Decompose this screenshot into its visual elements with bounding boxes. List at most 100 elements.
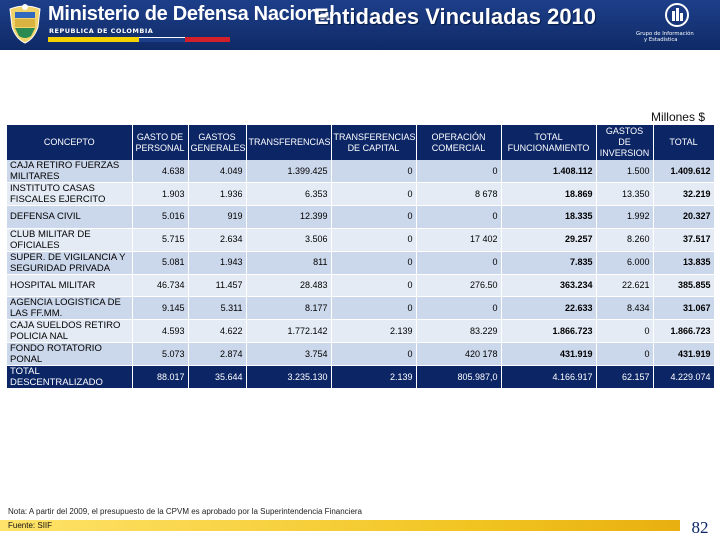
- budget-table-container: CONCEPTO GASTO DE PERSONAL GASTOS GENERALE…: [7, 125, 715, 413]
- table-cell: 13.835: [653, 251, 715, 275]
- table-cell: 1.408.112: [501, 160, 597, 183]
- row-concept: SUPER. DE VIGILANCIA Y SEGURIDAD PRIVADA: [7, 251, 133, 275]
- table-cell: 4.638: [132, 160, 189, 183]
- table-row: AGENCIA LOGISTICA DE LAS FF.MM. 9.145 5.31…: [7, 296, 715, 320]
- total-cell: 35.644: [188, 365, 247, 389]
- table-cell: 12.399: [246, 205, 332, 229]
- table-cell: 1.992: [596, 205, 654, 229]
- table-cell: 0: [331, 228, 417, 252]
- table-cell: 6.000: [596, 251, 654, 275]
- table-cell: 8.177: [246, 296, 332, 320]
- row-concept: HOSPITAL MILITAR: [7, 274, 133, 297]
- table-cell: 0: [331, 296, 417, 320]
- row-concept: CLUB MILITAR DE OFICIALES: [7, 228, 133, 252]
- column-header: TOTAL FUNCIONAMIENTO: [501, 125, 597, 160]
- table-cell: 1.399.425: [246, 160, 332, 183]
- units-label: Millones $: [650, 110, 705, 124]
- column-header: TOTAL: [653, 125, 715, 160]
- total-cell: 4.166.917: [501, 365, 597, 389]
- table-cell: 0: [331, 205, 417, 229]
- table-cell: 1.500: [596, 160, 654, 183]
- table-cell: 37.517: [653, 228, 715, 252]
- total-cell: 4.229.074: [653, 365, 715, 389]
- column-header: TRANSFERENCIAS: [246, 125, 332, 160]
- group-label-line2: y Estadística: [644, 37, 678, 43]
- table-cell: 8.260: [596, 228, 654, 252]
- column-header: CONCEPTO: [7, 125, 133, 160]
- page-number: 82: [691, 518, 709, 537]
- table-cell: 4.593: [132, 319, 189, 343]
- table-cell: 3.754: [246, 342, 332, 366]
- statistics-group-logo-icon: [665, 3, 689, 27]
- table-cell: 431.919: [653, 342, 715, 366]
- table-cell: 1.943: [188, 251, 247, 275]
- table-cell: 0: [416, 160, 502, 183]
- page-title: Entidades Vinculadas 2010: [313, 4, 597, 29]
- column-header: OPERACIÓN COMERCIAL: [416, 125, 502, 160]
- table-header-row: CONCEPTO GASTO DE PERSONAL GASTOS GENERALE…: [7, 125, 715, 160]
- table-row: CLUB MILITAR DE OFICIALES 5.715 2.634 3.506…: [7, 228, 715, 252]
- total-cell: 2.139: [331, 365, 417, 389]
- table-cell: 1.936: [188, 182, 247, 206]
- source-label: Fuente: SIIF: [8, 521, 53, 530]
- total-cell: 88.017: [132, 365, 189, 389]
- table-cell: 0: [596, 342, 654, 366]
- table-cell: 22.621: [596, 274, 654, 297]
- table-body: CAJA RETIRO FUERZAS MILITARES 4.638 4.049 1…: [7, 160, 715, 366]
- footnote: Nota: A partir del 2009, el presupuesto …: [8, 507, 362, 516]
- total-cell: 62.157: [596, 365, 654, 389]
- table-cell: 18.869: [501, 182, 597, 206]
- table-cell: 385.855: [653, 274, 715, 297]
- table-cell: 9.145: [132, 296, 189, 320]
- ministry-subtitle: REPUBLICA DE COLOMBIA: [49, 27, 154, 35]
- table-cell: 28.483: [246, 274, 332, 297]
- table-cell: 3.506: [246, 228, 332, 252]
- table-cell: 1.903: [132, 182, 189, 206]
- ministry-name: Ministerio de Defensa Nacional: [48, 3, 335, 25]
- table-cell: 6.353: [246, 182, 332, 206]
- table-cell: 8.434: [596, 296, 654, 320]
- table-cell: 18.335: [501, 205, 597, 229]
- table-cell: 7.835: [501, 251, 597, 275]
- table-cell: 32.219: [653, 182, 715, 206]
- column-header: TRANSFERENCIAS DE CAPITAL: [331, 125, 417, 160]
- table-cell: 0: [416, 251, 502, 275]
- column-header: GASTO DE PERSONAL: [132, 125, 189, 160]
- table-cell: 11.457: [188, 274, 247, 297]
- table-row: HOSPITAL MILITAR 46.734 11.457 28.483 0 276.5…: [7, 274, 715, 297]
- table-cell: 4.622: [188, 319, 247, 343]
- table-cell: 31.067: [653, 296, 715, 320]
- total-cell: 3.235.130: [246, 365, 332, 389]
- budget-table: CONCEPTO GASTO DE PERSONAL GASTOS GENERALE…: [7, 125, 715, 389]
- statistics-group-label: Grupo de Información y Estadística: [636, 31, 720, 43]
- table-cell: 0: [331, 274, 417, 297]
- group-label-line1: Grupo de Información: [636, 31, 694, 37]
- table-cell: 17 402: [416, 228, 502, 252]
- table-cell: 0: [331, 160, 417, 183]
- table-cell: 420 178: [416, 342, 502, 366]
- total-concept: TOTAL DESCENTRALIZADO: [7, 365, 133, 389]
- table-row: CAJA SUELDOS RETIRO POLICIA NAL 4.593 4.62…: [7, 319, 715, 343]
- table-cell: 83.229: [416, 319, 502, 343]
- row-concept: CAJA RETIRO FUERZAS MILITARES: [7, 160, 133, 183]
- table-cell: 5.073: [132, 342, 189, 366]
- table-cell: 0: [331, 182, 417, 206]
- table-cell: 919: [188, 205, 247, 229]
- row-concept: AGENCIA LOGISTICA DE LAS FF.MM.: [7, 296, 133, 320]
- table-cell: 5.016: [132, 205, 189, 229]
- table-cell: 1.866.723: [501, 319, 597, 343]
- table-cell: 276.50: [416, 274, 502, 297]
- table-cell: 2.874: [188, 342, 247, 366]
- table-row: INSTITUTO CASAS FISCALES EJERCITO 1.903 1.…: [7, 182, 715, 206]
- table-cell: 46.734: [132, 274, 189, 297]
- table-row: SUPER. DE VIGILANCIA Y SEGURIDAD PRIVADA…: [7, 251, 715, 275]
- table-cell: 8 678: [416, 182, 502, 206]
- coat-of-arms-icon: [9, 4, 41, 44]
- row-concept: INSTITUTO CASAS FISCALES EJERCITO: [7, 182, 133, 206]
- table-cell: 1.772.142: [246, 319, 332, 343]
- table-cell: 811: [246, 251, 332, 275]
- table-cell: 1.409.612: [653, 160, 715, 183]
- colombia-flag-stripe: [48, 37, 230, 42]
- column-header: GASTOS DE INVERSION: [596, 125, 654, 160]
- table-cell: 0: [331, 251, 417, 275]
